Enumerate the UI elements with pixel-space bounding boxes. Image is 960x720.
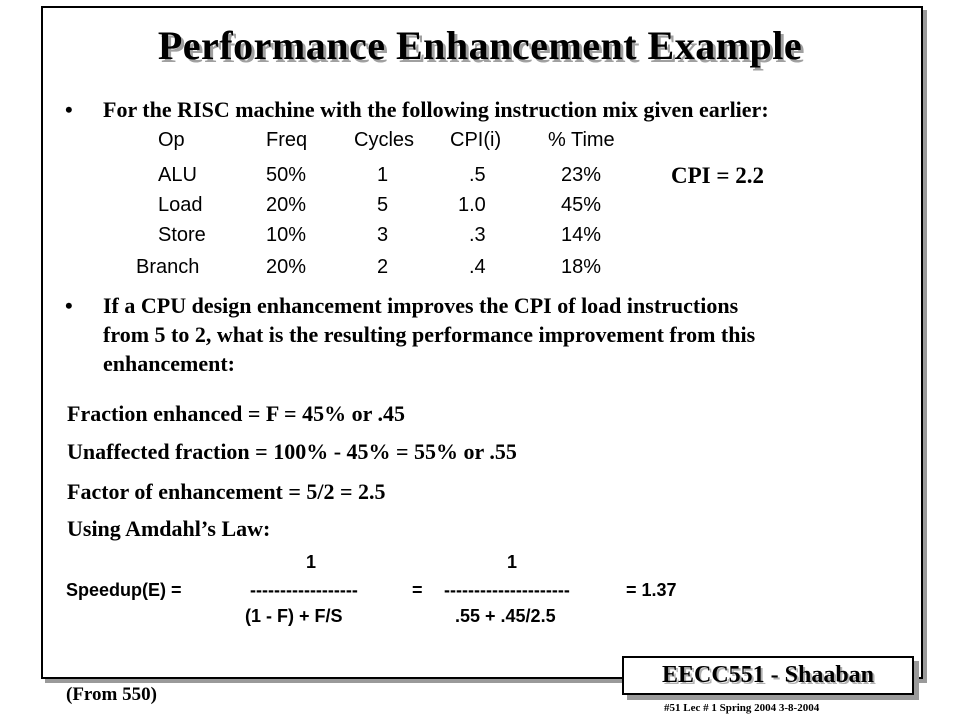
- table-cell: 23%: [561, 164, 602, 186]
- table-cell: Load: [158, 194, 203, 216]
- speedup-label: Speedup(E) =: [66, 580, 182, 600]
- fraction-bar-1: ------------------: [250, 580, 358, 600]
- bullet-icon: •: [65, 97, 73, 122]
- table-cell: 14%: [561, 224, 602, 246]
- denominator-2: .55 + .45/2.5: [455, 606, 556, 626]
- lecture-info: #51 Lec # 1 Spring 2004 3-8-2004: [664, 702, 820, 714]
- numerator-1: 1: [306, 552, 317, 572]
- numerator-2: 1: [507, 552, 518, 572]
- table-cell: Branch: [136, 256, 200, 278]
- table-cell: .3: [469, 224, 486, 246]
- table-cell: 50%: [266, 164, 307, 186]
- factor-of-enhancement: Factor of enhancement = 5/2 = 2.5: [67, 479, 386, 504]
- bullet-text-line: from 5 to 2, what is the resulting perfo…: [103, 322, 756, 347]
- table-cell: 5: [377, 194, 389, 216]
- slide-title: Performance Enhancement Example: [157, 23, 803, 68]
- table-cell: .4: [469, 256, 486, 278]
- table-cell: Store: [158, 224, 206, 246]
- table-header-freq: Freq: [266, 129, 308, 151]
- table-header-op: Op: [158, 129, 185, 151]
- equals-sign: =: [412, 580, 423, 600]
- table-cell: ALU: [158, 164, 197, 186]
- bullet-text: For the RISC machine with the following …: [103, 97, 769, 122]
- table-cell: 20%: [266, 256, 307, 278]
- table-cell: 45%: [561, 194, 602, 216]
- table-cell: 3: [377, 224, 389, 246]
- table-cell: 10%: [266, 224, 307, 246]
- table-header-cpi: CPI(i): [450, 129, 502, 151]
- slide-frame: [41, 6, 923, 679]
- table-header-cycles: Cycles: [354, 129, 415, 151]
- unaffected-fraction: Unaffected fraction = 100% - 45% = 55% o…: [67, 439, 517, 464]
- table-header-time: % Time: [548, 129, 615, 151]
- table-cell: 2: [377, 256, 389, 278]
- fraction-bar-2: ---------------------: [444, 580, 570, 600]
- denominator-1: (1 - F) + F/S: [245, 606, 343, 626]
- source-note: (From 550): [66, 684, 157, 705]
- amdahls-law-label: Using Amdahl’s Law:: [67, 516, 271, 541]
- fraction-enhanced: Fraction enhanced = F = 45% or .45: [67, 401, 405, 426]
- table-cell: 20%: [266, 194, 307, 216]
- table-cell: 18%: [561, 256, 602, 278]
- table-cell: 1: [377, 164, 389, 186]
- speedup-result: = 1.37: [626, 580, 677, 600]
- course-badge: EECC551 - Shaaban: [622, 656, 914, 695]
- table-cell: .5: [469, 164, 486, 186]
- cpi-note: CPI = 2.2: [671, 163, 764, 188]
- table-cell: 1.0: [458, 194, 486, 216]
- bullet-text-line: enhancement:: [103, 351, 235, 376]
- bullet-icon: •: [65, 293, 73, 318]
- bullet-text-line: If a CPU design enhancement improves the…: [103, 293, 739, 318]
